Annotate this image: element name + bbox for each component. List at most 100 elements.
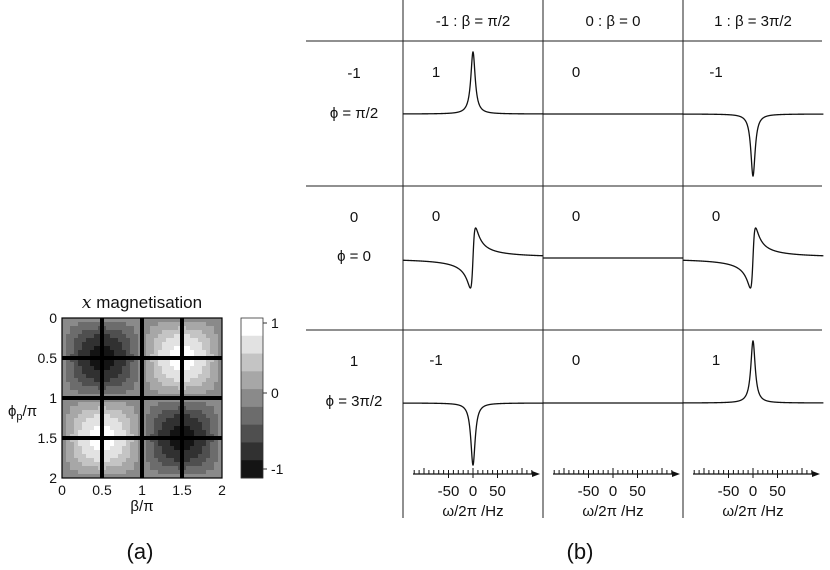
heatmap-cell	[214, 474, 219, 478]
heatmap-cell	[194, 466, 199, 471]
heatmap-cell	[166, 410, 171, 415]
heatmap-cell	[118, 402, 123, 407]
heatmap-cell	[214, 358, 219, 363]
heatmap-cell	[190, 358, 195, 363]
heatmap-cell	[106, 470, 111, 475]
heatmap-cell	[182, 330, 187, 335]
heatmap-cell	[154, 414, 159, 419]
row-2-value: 0	[350, 209, 358, 226]
heatmap-cell	[122, 402, 127, 407]
heatmap-cell	[110, 386, 115, 391]
heatmap-cell	[210, 406, 215, 411]
heatmap-cell	[66, 422, 71, 427]
heatmap-cell	[118, 362, 123, 367]
heatmap-cell	[146, 330, 151, 335]
heatmap-cell	[62, 322, 67, 327]
heatmap-cell	[102, 462, 107, 467]
heatmap-cell	[170, 430, 175, 435]
heatmap-cell	[86, 370, 91, 375]
heatmap-cell	[202, 322, 207, 327]
heatmap-cell	[82, 430, 87, 435]
heatmap-cell	[154, 422, 159, 427]
heatmap-cell	[134, 466, 139, 471]
heatmap-cell	[118, 470, 123, 475]
row-3-value: 1	[350, 353, 358, 370]
heatmap-cell	[218, 450, 222, 455]
heatmap-cell	[66, 446, 71, 451]
heatmap-cell	[82, 414, 87, 419]
heatmap-cell	[114, 398, 119, 403]
heatmap-cell	[126, 342, 131, 347]
heatmap-cell	[150, 446, 155, 451]
heatmap-cell	[78, 370, 83, 375]
heatmap-cell	[66, 342, 71, 347]
heatmap-cell	[130, 410, 135, 415]
heatmap-cell	[210, 326, 215, 331]
heatmap-cell	[142, 366, 147, 371]
heatmap-cell	[170, 350, 175, 355]
colorbar	[241, 318, 263, 479]
colorbar-ticks: 1 0 -1	[263, 315, 284, 477]
heatmap-cell	[186, 370, 191, 375]
heatmap-cell	[170, 358, 175, 363]
heatmap-cell	[66, 330, 71, 335]
heatmap-cell	[62, 374, 67, 379]
heatmap-cell	[142, 418, 147, 423]
heatmap-cell	[162, 422, 167, 427]
heatmap-cell	[202, 390, 207, 395]
heatmap-cell	[218, 330, 222, 335]
heatmap-cell	[82, 406, 87, 411]
heatmap-cell	[134, 346, 139, 351]
heatmap-frame	[61, 317, 223, 479]
heatmap-cell	[62, 446, 67, 451]
heatmap-cell	[90, 398, 95, 403]
row-1-value: -1	[347, 65, 360, 82]
heatmap-cell	[146, 418, 151, 423]
heatmap-cell	[170, 426, 175, 431]
heatmap-cell	[102, 430, 107, 435]
heatmap-cell	[186, 342, 191, 347]
heatmap-cell	[118, 326, 123, 331]
heatmap-cell	[114, 462, 119, 467]
heatmap-cell	[198, 402, 203, 407]
heatmap-cell	[182, 342, 187, 347]
heatmap-cell	[198, 406, 203, 411]
heatmap-cell	[90, 402, 95, 407]
heatmap-cell	[134, 378, 139, 383]
heatmap-cell	[214, 402, 219, 407]
heatmap-cell	[74, 410, 79, 415]
heatmap-cell	[146, 426, 151, 431]
heatmap-cell	[74, 386, 79, 391]
heatmap-cell	[74, 378, 79, 383]
heatmap-cell	[174, 358, 179, 363]
heatmap-cell	[206, 438, 211, 443]
heatmap-cell	[102, 442, 107, 447]
heatmap-cell	[106, 378, 111, 383]
heatmap-cell	[118, 342, 123, 347]
heatmap-cell	[206, 470, 211, 475]
heatmap-cell	[126, 422, 131, 427]
heatmap-cell	[158, 342, 163, 347]
heatmap-cell	[150, 362, 155, 367]
heatmap-cell	[162, 318, 167, 323]
heatmap-cell	[134, 342, 139, 347]
spectrum-x-tick-label: 0	[609, 483, 617, 500]
heatmap-cell	[146, 430, 151, 435]
heatmap-cell	[86, 318, 91, 323]
heatmap-cell	[210, 358, 215, 363]
heatmap-cell	[142, 350, 147, 355]
heatmap-cell	[214, 430, 219, 435]
heatmap-cell	[170, 470, 175, 475]
heatmap-cell	[90, 462, 95, 467]
heatmap-cell	[158, 386, 163, 391]
heatmap-cell	[70, 334, 75, 339]
heatmap-cell	[130, 330, 135, 335]
heatmap-cell	[218, 410, 222, 415]
heatmap-cell	[134, 402, 139, 407]
heatmap-cell	[150, 442, 155, 447]
heatmap-cell	[202, 370, 207, 375]
heatmap-cell	[162, 386, 167, 391]
heatmap-x-tick-label: 1.5	[172, 482, 192, 498]
heatmap-cell	[154, 450, 159, 455]
heatmap-cell	[198, 414, 203, 419]
